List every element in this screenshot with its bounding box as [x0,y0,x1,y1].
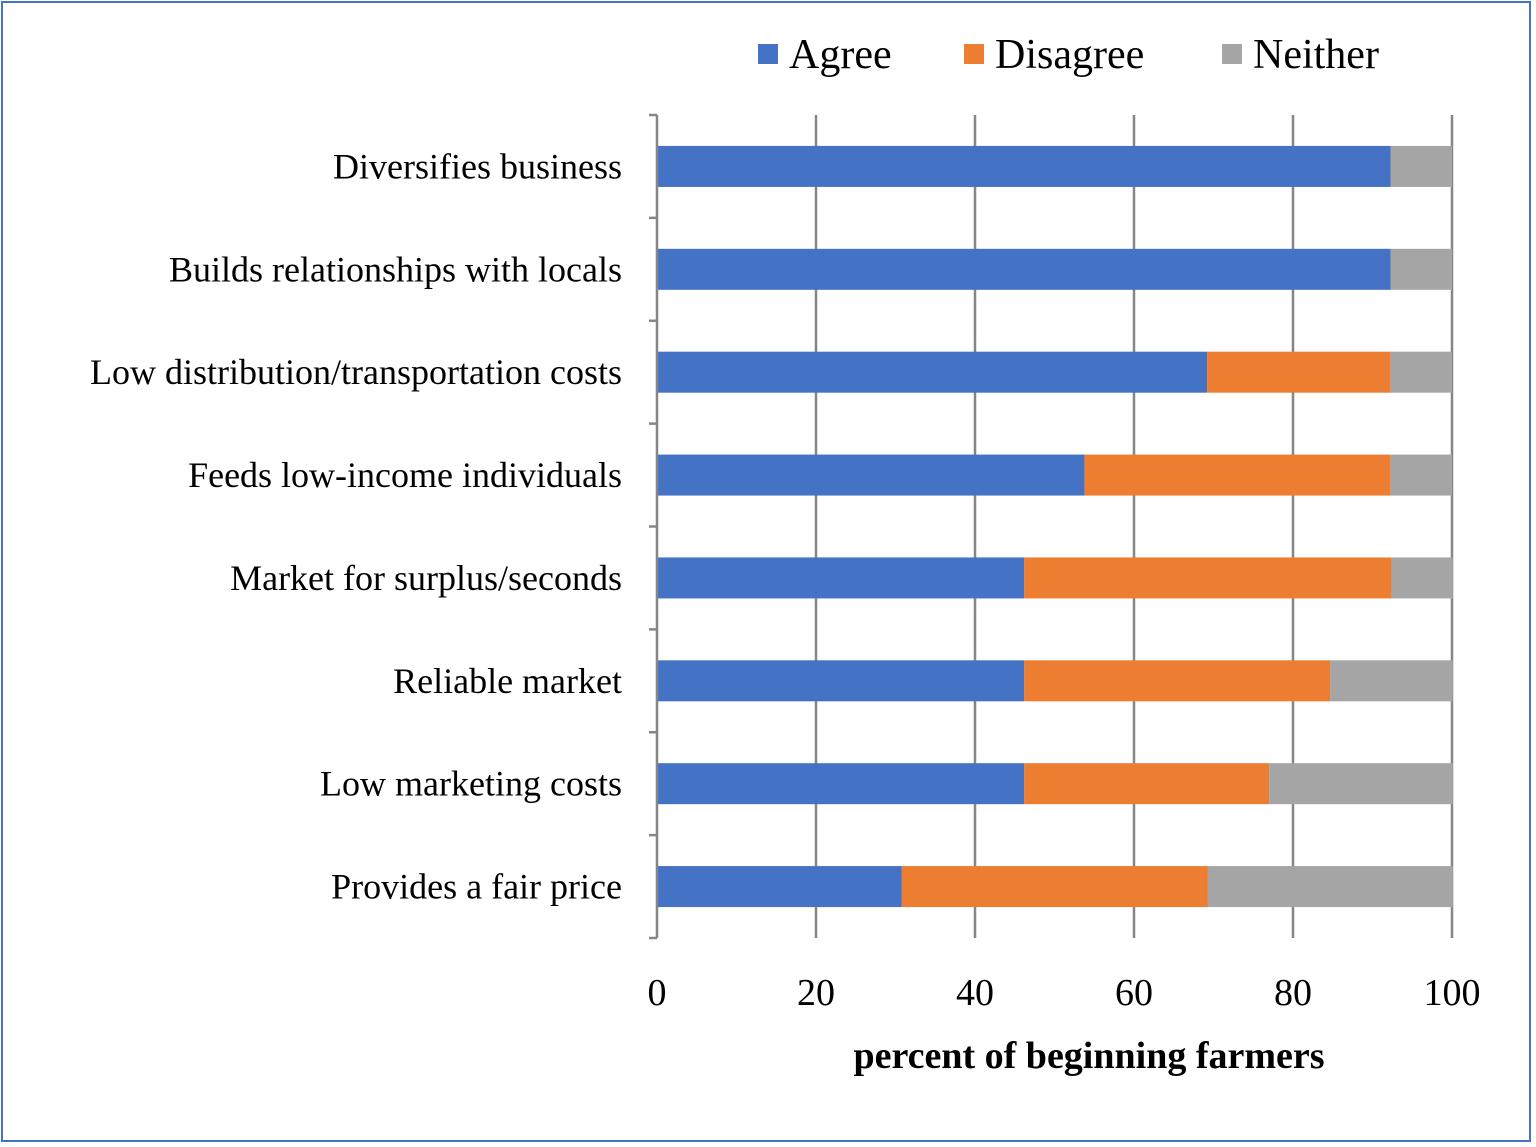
category-label: Low marketing costs [320,764,622,804]
bar-neither [1391,557,1453,599]
legend-label: Agree [789,32,892,78]
bar-agree [657,866,902,908]
x-tick-label: 100 [1424,972,1481,1014]
category-label: Diversifies business [333,146,622,186]
category-label: Builds relationships with locals [169,249,622,289]
category-label: Feeds low-income individuals [188,455,622,495]
bar-disagree [1024,660,1331,702]
bar-neither [1207,866,1453,908]
bar-agree [657,248,1391,290]
category-label: Market for surplus/seconds [230,558,622,598]
bar-agree [657,351,1208,393]
bars [657,145,1453,908]
bar-neither [1390,454,1452,496]
x-tick-label: 60 [1115,972,1153,1014]
legend-swatch-agree [758,44,778,64]
y-axis [649,113,659,940]
category-label: Low distribution/transportation costs [90,352,622,392]
bar-agree [657,660,1025,702]
x-tick-labels: 0 20 40 60 80 100 [648,972,1481,1014]
bar-agree [657,454,1085,496]
bar-neither [1390,351,1452,393]
bar-agree [657,763,1025,805]
bar-agree [657,145,1391,187]
legend-label: Disagree [995,32,1144,78]
legend: Agree Disagree Neither [758,32,1379,78]
category-label: Reliable market [393,661,622,701]
bar-disagree [1024,557,1392,599]
bar-agree [657,557,1025,599]
x-tick-label: 20 [797,972,835,1014]
x-tick-label: 0 [648,972,667,1014]
bar-disagree [1084,454,1391,496]
bar-neither [1330,660,1453,702]
category-labels: Diversifies business Builds relationships… [90,146,622,906]
x-axis-label: percent of beginning farmers [853,1035,1324,1077]
bar-disagree [1024,763,1270,805]
bar-neither [1390,248,1452,290]
bar-neither [1269,763,1453,805]
legend-swatch-neither [1222,44,1242,64]
bar-disagree [901,866,1208,908]
bar-disagree [1207,351,1391,393]
gridlines [814,115,1454,938]
bar-neither [1390,145,1452,187]
legend-swatch-disagree [964,44,984,64]
x-tick-label: 80 [1274,972,1312,1014]
legend-label: Neither [1253,32,1379,78]
category-label: Provides a fair price [331,867,622,907]
x-tick-label: 40 [956,972,994,1014]
